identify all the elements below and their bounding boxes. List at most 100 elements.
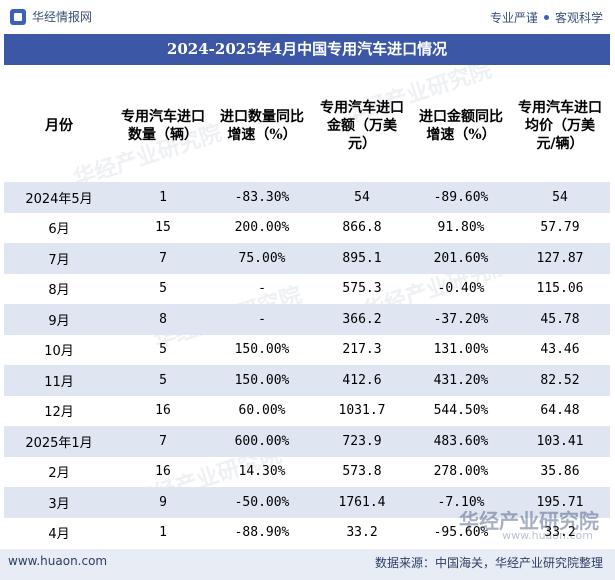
month-cell: 4月 (48, 527, 70, 543)
table-row: 4月 1 -88.90% 33.2 -95.60% 33.2 (4, 518, 610, 549)
quantity-yoy-cell: 150.00% (212, 365, 312, 396)
avg-price-cell: 33.2 (544, 525, 576, 541)
quantity-yoy-cell: - (212, 304, 312, 335)
quantity-yoy-cell: 600.00% (212, 426, 312, 457)
month-cell: 2024年5月 (4, 182, 114, 213)
watermark-url: www.huaon.com (502, 529, 593, 542)
avg-price-cell: 35.86 (540, 464, 580, 480)
quantity-cell: 15 (155, 220, 171, 236)
column-header: 专用汽车进口数量（辆） (121, 108, 205, 143)
table-row: 6月 15 200.00% 866.8 91.80% 57.79 (4, 213, 610, 244)
avg-price-cell: 64.48 (540, 403, 580, 419)
amount-yoy-cell: -37.20% (412, 304, 510, 335)
month-cell: 2025年1月 (4, 426, 114, 457)
footer-source: 数据来源：中国海关，华经产业研究院整理 (374, 556, 603, 570)
month-cell: 8月 (48, 283, 70, 299)
avg-price-cell: 127.87 (510, 243, 610, 274)
table-row: 2025年1月 7 600.00% 723.9 483.60% 103.41 (4, 426, 610, 457)
logo-icon (10, 8, 26, 25)
amount-yoy-cell: 201.60% (412, 243, 510, 274)
amount-cell: 33.2 (346, 525, 378, 541)
quantity-yoy-cell: - (258, 281, 266, 297)
avg-price-cell: 103.41 (510, 426, 610, 457)
table-row: 2月 16 14.30% 573.8 278.00% 35.86 (4, 457, 610, 488)
table-header-row: 月份 专用汽车进口数量（辆） 进口数量同比增速（%） 专用汽车进口金额（万美元）… (4, 69, 610, 182)
quantity-cell: 16 (155, 464, 171, 480)
column-header: 进口数量同比增速（%） (220, 108, 304, 143)
table-row: 2024年5月 1 -83.30% 54 -89.60% 54 (4, 182, 610, 213)
quantity-yoy-cell: 150.00% (234, 342, 290, 358)
table-row: 3月 9 -50.00% 1761.4 -7.10% 195.71 (4, 487, 610, 518)
amount-cell: 54 (312, 182, 412, 213)
quantity-cell: 8 (114, 304, 212, 335)
bullet-dot-icon (543, 15, 549, 20)
amount-yoy-cell: 131.00% (433, 342, 489, 358)
table-row: 11月 5 150.00% 412.6 431.20% 82.52 (4, 365, 610, 396)
quantity-yoy-cell: 60.00% (238, 403, 286, 419)
amount-cell: 366.2 (312, 304, 412, 335)
avg-price-cell: 45.78 (510, 304, 610, 335)
month-cell: 3月 (4, 487, 114, 518)
quantity-yoy-cell: 200.00% (234, 220, 290, 236)
table-row: 12月 16 60.00% 1031.7 544.50% 64.48 (4, 396, 610, 427)
amount-cell: 895.1 (312, 243, 412, 274)
quantity-cell: 1 (159, 525, 167, 541)
quantity-cell: 7 (114, 243, 212, 274)
amount-yoy-cell: -89.60% (412, 182, 510, 213)
footer-url: www.huaon.com (8, 554, 108, 568)
avg-price-cell: 54 (510, 182, 610, 213)
amount-yoy-cell: 431.20% (412, 365, 510, 396)
month-cell: 2月 (48, 466, 70, 482)
month-cell: 6月 (48, 222, 70, 238)
month-cell: 7月 (4, 243, 114, 274)
avg-price-cell: 57.79 (540, 220, 580, 236)
amount-yoy-cell: -7.10% (412, 487, 510, 518)
avg-price-cell: 82.52 (510, 365, 610, 396)
month-cell: 9月 (4, 304, 114, 335)
amount-yoy-cell: -0.40% (437, 281, 485, 297)
tagline-left: 专业严谨 (489, 11, 538, 25)
table-row: 9月 8-366.2 -37.20% 45.78 (4, 304, 610, 335)
column-header: 专用汽车进口均价（万美元/辆） (518, 99, 602, 152)
top-bar: 华经情报网 专业严谨 客观科学 (0, 0, 615, 34)
amount-yoy-cell: 544.50% (433, 403, 489, 419)
month-cell: 12月 (44, 405, 74, 421)
amount-cell: 1031.7 (338, 403, 386, 419)
quantity-cell: 16 (155, 403, 171, 419)
amount-cell: 573.8 (342, 464, 382, 480)
data-table: 月份 专用汽车进口数量（辆） 进口数量同比增速（%） 专用汽车进口金额（万美元）… (4, 69, 610, 548)
quantity-cell: 1 (114, 182, 212, 213)
amount-yoy-cell: 278.00% (433, 464, 489, 480)
quantity-cell: 5 (159, 342, 167, 358)
amount-yoy-cell: 483.60% (412, 426, 510, 457)
table-row: 8月 5 - 575.3 -0.40% 115.06 (4, 274, 610, 305)
logo: 华经情报网 (10, 8, 92, 25)
quantity-cell: 5 (159, 281, 167, 297)
amount-cell: 412.6 (312, 365, 412, 396)
tagline-right: 客观科学 (554, 11, 603, 25)
amount-yoy-cell: -95.60% (433, 525, 489, 541)
quantity-cell: 9 (114, 487, 212, 518)
quantity-yoy-cell: -88.90% (234, 525, 290, 541)
table-row: 10月 5 150.00% 217.3 131.00% 43.46 (4, 335, 610, 366)
tagline: 专业严谨 客观科学 (490, 9, 603, 26)
quantity-yoy-cell: 75.00% (212, 243, 312, 274)
column-header: 专用汽车进口金额（万美元） (320, 99, 404, 152)
avg-price-cell: 43.46 (540, 342, 580, 358)
amount-cell: 217.3 (342, 342, 382, 358)
amount-cell: 866.8 (342, 220, 382, 236)
quantity-yoy-cell: 14.30% (238, 464, 286, 480)
amount-cell: 723.9 (312, 426, 412, 457)
column-header: 月份 (45, 117, 73, 134)
month-cell: 11月 (4, 365, 114, 396)
month-cell: 10月 (44, 344, 74, 360)
column-header: 进口金额同比增速（%） (419, 108, 503, 143)
table-body: 2024年5月 1 -83.30% 54 -89.60% 54 6月 15 200.00% 866… (4, 182, 610, 548)
quantity-yoy-cell: -50.00% (212, 487, 312, 518)
amount-cell: 575.3 (342, 281, 382, 297)
quantity-yoy-cell: -83.30% (212, 182, 312, 213)
watermark-brand: 华经产业研究院 (459, 509, 599, 533)
logo-text: 华经情报网 (32, 10, 93, 24)
avg-price-cell: 115.06 (536, 281, 584, 297)
amount-cell: 1761.4 (312, 487, 412, 518)
